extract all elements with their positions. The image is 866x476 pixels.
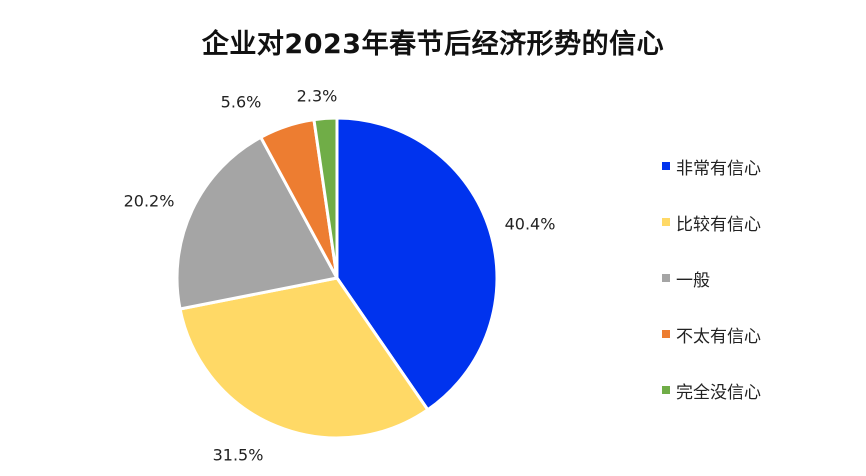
pie-data-labels: 40.4% 31.5% 20.2% 5.6% 2.3% [124, 87, 556, 465]
legend-item-not-confident-at-all: 完全没信心 [662, 378, 862, 434]
legend-item-very-confident: 非常有信心 [662, 154, 862, 210]
legend-label: 非常有信心 [676, 159, 761, 179]
chart-title: 企业对2023年春节后经济形势的信心 [201, 29, 665, 60]
pie-slice-not-confident-at-all [312, 116, 339, 280]
legend-item-not-very-confident: 不太有信心 [662, 322, 862, 378]
legend: 非常有信心 比较有信心 一般 不太有信心 完全没信心 [662, 154, 862, 434]
pie-slice-neutral [175, 135, 339, 311]
legend-swatch [662, 162, 670, 170]
pie-slice-very-confident [335, 116, 499, 412]
legend-label: 一般 [676, 271, 710, 291]
legend-swatch [662, 274, 670, 282]
pie-slices [175, 116, 499, 440]
legend-label: 比较有信心 [676, 215, 761, 235]
pie-slice-fairly-confident [178, 276, 430, 440]
legend-item-neutral: 一般 [662, 266, 862, 322]
data-label-very-confident: 40.4% [505, 215, 556, 234]
legend-label: 不太有信心 [676, 327, 761, 347]
legend-swatch [662, 386, 670, 394]
data-label-not-confident-at-all: 2.3% [297, 87, 338, 106]
legend-swatch [662, 330, 670, 338]
legend-swatch [662, 218, 670, 226]
data-label-neutral: 20.2% [124, 192, 175, 211]
legend-item-fairly-confident: 比较有信心 [662, 210, 862, 266]
legend-label: 完全没信心 [676, 383, 761, 403]
data-label-fairly-confident: 31.5% [213, 446, 264, 465]
data-label-not-very-confident: 5.6% [221, 93, 262, 112]
